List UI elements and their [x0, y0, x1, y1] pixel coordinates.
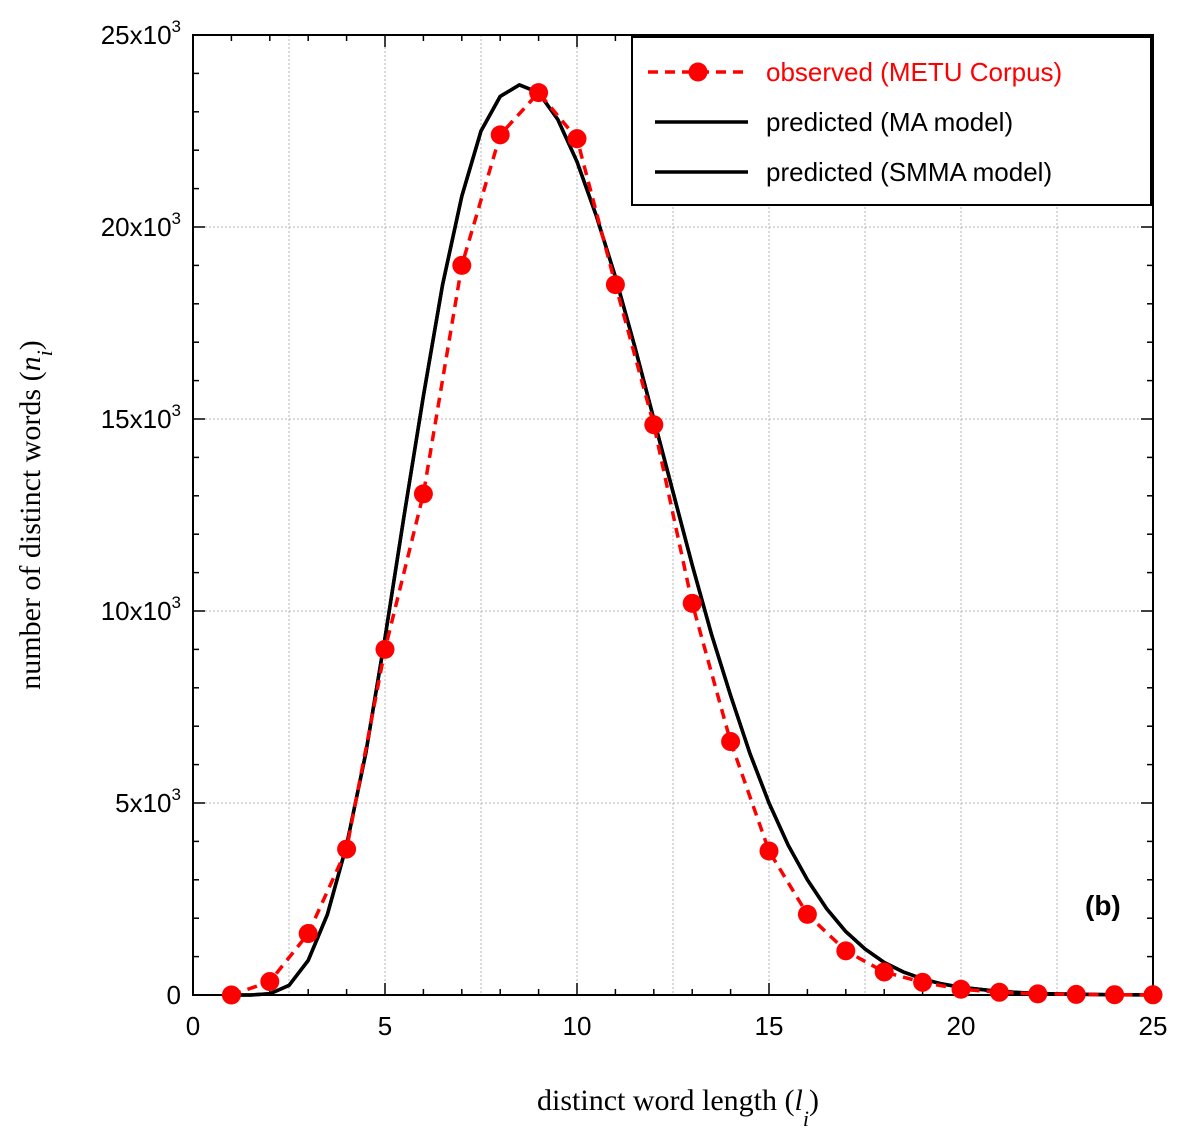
x-tick-label: 10: [563, 1011, 592, 1041]
data-point-observed: [682, 593, 702, 613]
data-point-observed: [913, 972, 933, 992]
y-tick-label: 25x103: [101, 17, 181, 50]
legend: observed (METU Corpus) predicted (MA mode…: [631, 36, 1152, 206]
series-layer: [221, 83, 1163, 1005]
y-tick-label: 10x103: [101, 593, 181, 626]
series-line-2: [231, 83, 1154, 997]
data-point-observed: [375, 639, 395, 659]
data-point-observed: [759, 841, 779, 861]
data-point-observed: [797, 904, 817, 924]
data-point-observed: [1066, 984, 1086, 1004]
data-point-observed: [221, 985, 241, 1005]
data-point-observed: [452, 255, 472, 275]
data-point-observed: [1143, 985, 1163, 1005]
data-point-observed: [1105, 985, 1125, 1005]
data-point-observed: [529, 83, 549, 103]
data-point-observed: [644, 415, 664, 435]
legend-marker-observed: [688, 62, 708, 82]
x-axis-title: distinct word length (li): [537, 1084, 819, 1131]
data-point-observed: [567, 129, 587, 149]
y-axis-title: number of distinct words (ni): [14, 340, 57, 689]
x-tick-label: 5: [378, 1011, 392, 1041]
data-point-observed: [298, 924, 318, 944]
data-point-observed: [605, 275, 625, 295]
series-line-1: [231, 83, 1154, 997]
series-line-observed: [230, 89, 1154, 997]
data-point-observed: [874, 962, 894, 982]
data-point-observed: [951, 979, 971, 999]
x-tick-label: 25: [1139, 1011, 1168, 1041]
panel-label: (b): [1085, 890, 1121, 921]
data-point-observed: [337, 839, 357, 859]
y-tick-label: 0: [167, 980, 181, 1010]
x-tick-label: 0: [186, 1011, 200, 1041]
data-point-observed: [989, 982, 1009, 1002]
legend-label-1: predicted (MA model): [766, 107, 1013, 137]
axis-ticks: 0 5 10 15 20 25 0 5x103 10x103 15x103 20x103 25x103: [101, 17, 1168, 1041]
data-point-observed: [836, 941, 856, 961]
data-point-observed: [721, 732, 741, 752]
y-tick-label: 20x103: [101, 209, 181, 242]
data-point-observed: [260, 972, 280, 992]
data-point-observed: [1028, 984, 1048, 1004]
y-tick-label: 15x103: [101, 401, 181, 434]
plot-frame: [192, 34, 1154, 996]
legend-label-0: observed (METU Corpus): [766, 57, 1062, 87]
data-point-observed: [413, 484, 433, 504]
x-tick-label: 15: [755, 1011, 784, 1041]
legend-label-2: predicted (SMMA model): [766, 157, 1052, 187]
y-tick-label: 5x103: [115, 785, 181, 818]
x-tick-label: 20: [947, 1011, 976, 1041]
data-point-observed: [490, 125, 510, 145]
